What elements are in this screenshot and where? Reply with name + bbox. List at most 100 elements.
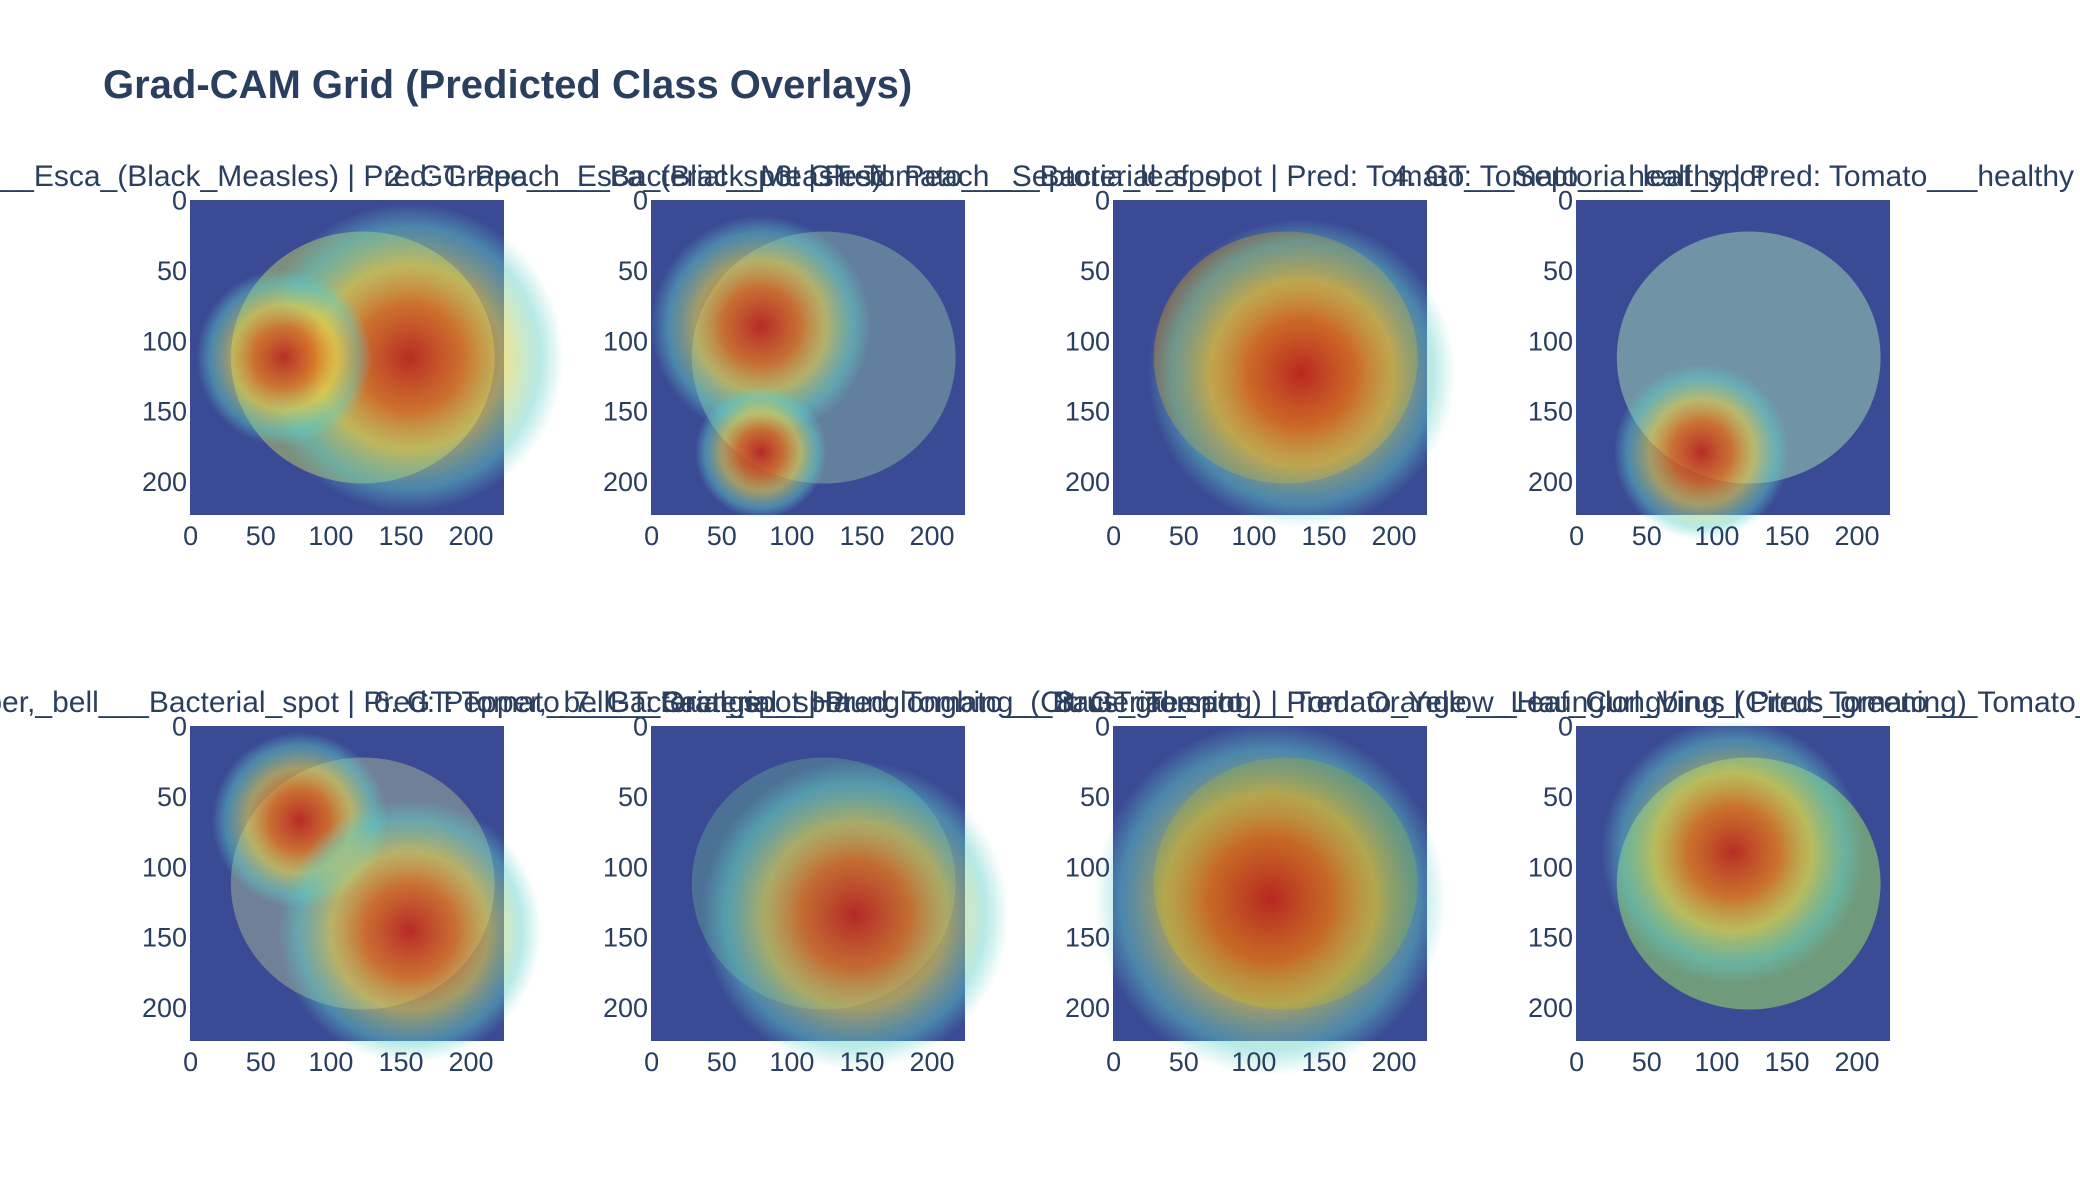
subplot-title: 3. GT: Tomato___Septoria_leaf_spot | Pre…	[775, 160, 1765, 193]
x-tick-label: 200	[1835, 521, 1880, 551]
y-tick-label: 200	[1528, 993, 1573, 1023]
y-tick-label: 200	[1528, 467, 1573, 497]
chart-title: Grad-CAM Grid (Predicted Class Overlays)	[103, 63, 912, 107]
y-tick-label: 50	[1543, 782, 1573, 812]
image-panel	[1113, 200, 1456, 528]
y-tick-label: 150	[603, 397, 648, 427]
y-tick-label: 50	[1080, 782, 1110, 812]
subplot-title: 7. GT: Orange___Haunglongbing_(Citrus_gr…	[573, 686, 1967, 719]
heat-region	[1613, 363, 1790, 541]
y-tick-label: 0	[1095, 186, 1110, 216]
y-tick-label: 150	[142, 923, 187, 953]
x-tick-label: 0	[644, 521, 659, 551]
x-tick-label: 0	[1106, 1047, 1121, 1077]
heat-region	[651, 215, 871, 437]
x-tick-label: 0	[644, 1047, 659, 1077]
x-tick-label: 100	[769, 521, 814, 551]
x-tick-label: 50	[1169, 521, 1199, 551]
image-panel	[1576, 200, 1890, 541]
image-panel	[651, 200, 965, 519]
x-tick-label: 0	[183, 1047, 198, 1077]
y-tick-label: 150	[1528, 923, 1573, 953]
x-tick-label: 200	[1372, 1047, 1417, 1077]
x-tick-label: 50	[246, 1047, 276, 1077]
y-tick-label: 50	[618, 782, 648, 812]
x-tick-label: 150	[1764, 1047, 1809, 1077]
x-tick-label: 100	[1231, 521, 1276, 551]
heat-region	[196, 269, 373, 446]
x-tick-label: 150	[839, 521, 884, 551]
x-tick-label: 50	[1632, 1047, 1662, 1077]
image-panel	[1576, 719, 1890, 1041]
y-tick-label: 200	[1065, 467, 1110, 497]
y-tick-label: 100	[142, 852, 187, 882]
y-tick-label: 200	[1065, 993, 1110, 1023]
y-tick-label: 200	[603, 993, 648, 1023]
x-tick-label: 200	[449, 521, 494, 551]
heat-region	[701, 760, 1009, 1070]
y-tick-label: 100	[1528, 326, 1573, 356]
x-tick-label: 150	[378, 1047, 423, 1077]
y-tick-label: 0	[633, 712, 648, 742]
x-tick-label: 100	[1694, 521, 1739, 551]
x-tick-label: 100	[308, 1047, 353, 1077]
x-tick-label: 50	[246, 521, 276, 551]
y-tick-label: 100	[1065, 326, 1110, 356]
y-tick-label: 0	[172, 186, 187, 216]
x-tick-label: 200	[1835, 1047, 1880, 1077]
image-panel	[1094, 722, 1446, 1076]
x-tick-label: 150	[1764, 521, 1809, 551]
x-tick-label: 100	[1231, 1047, 1276, 1077]
x-tick-label: 100	[308, 521, 353, 551]
y-tick-label: 0	[172, 712, 187, 742]
y-tick-label: 150	[1065, 923, 1110, 953]
x-tick-label: 0	[183, 521, 198, 551]
y-tick-label: 0	[1558, 712, 1573, 742]
y-tick-label: 50	[1543, 256, 1573, 286]
heat-region	[255, 203, 564, 512]
y-tick-label: 50	[157, 256, 187, 286]
x-tick-label: 100	[1694, 1047, 1739, 1077]
y-tick-label: 200	[603, 467, 648, 497]
subplot-title: 6. GT: Tomato___Bacterial_spot | Pred: T…	[374, 686, 1244, 719]
image-panel	[190, 726, 542, 1064]
x-tick-label: 150	[1301, 1047, 1346, 1077]
image-panel	[190, 200, 564, 515]
y-tick-label: 200	[142, 467, 187, 497]
y-tick-label: 150	[603, 923, 648, 953]
heat-region	[277, 798, 542, 1064]
y-tick-label: 0	[1558, 186, 1573, 216]
x-tick-label: 100	[769, 1047, 814, 1077]
y-tick-label: 100	[142, 326, 187, 356]
y-tick-label: 100	[603, 326, 648, 356]
y-tick-label: 50	[618, 256, 648, 286]
x-tick-label: 150	[839, 1047, 884, 1077]
x-tick-label: 200	[910, 1047, 955, 1077]
y-tick-label: 100	[1528, 852, 1573, 882]
y-tick-label: 50	[1080, 256, 1110, 286]
image-panel	[651, 726, 1009, 1070]
x-tick-label: 150	[1301, 521, 1346, 551]
subplot-title: 1. GT: Grape___Esca_(Black_Measles) | Pr…	[0, 160, 882, 193]
x-tick-label: 50	[1632, 521, 1662, 551]
y-tick-label: 150	[142, 397, 187, 427]
y-tick-label: 0	[1095, 712, 1110, 742]
x-tick-label: 200	[910, 521, 955, 551]
y-tick-label: 0	[633, 186, 648, 216]
x-tick-label: 0	[1569, 521, 1584, 551]
x-tick-label: 50	[1169, 1047, 1199, 1077]
subplot-title: 5. GT: Pepper,_bell___Bacterial_spot | P…	[0, 686, 851, 719]
x-tick-label: 200	[449, 1047, 494, 1077]
heat-region	[1601, 719, 1865, 985]
x-tick-label: 50	[707, 1047, 737, 1077]
subplot-title: 4. GT: Tomato___healthy | Pred: Tomato__…	[1392, 160, 2074, 193]
y-tick-label: 100	[1065, 852, 1110, 882]
subplot-title: 2. GT: Peach___Bacterial_spot | Pred: Pe…	[386, 160, 1230, 193]
y-tick-label: 100	[603, 852, 648, 882]
subplot-title: 8. GT: Tomato___Tomato_Yellow_Leaf_Curl_…	[1057, 686, 2080, 719]
x-tick-label: 200	[1372, 521, 1417, 551]
y-tick-label: 200	[142, 993, 187, 1023]
x-tick-label: 50	[707, 521, 737, 551]
x-tick-label: 0	[1569, 1047, 1584, 1077]
